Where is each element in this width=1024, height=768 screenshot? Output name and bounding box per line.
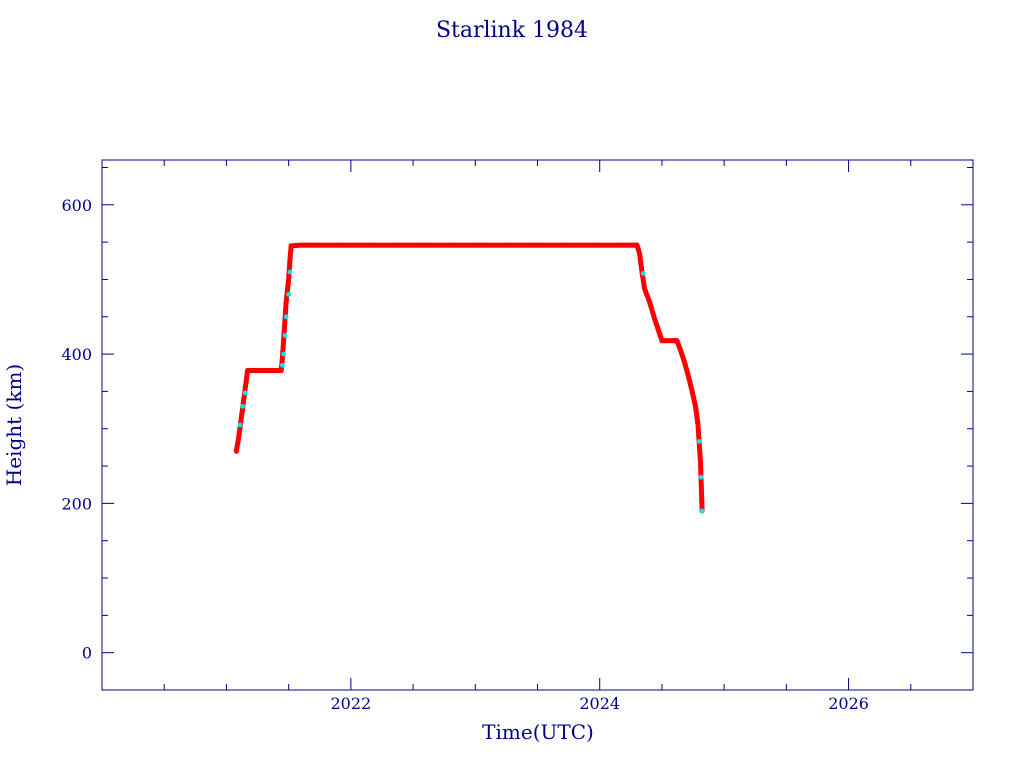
y-axis-label: Height (km) [2, 364, 26, 486]
highlight-point [699, 508, 705, 514]
x-tick-label: 2022 [330, 694, 371, 713]
highlight-point [237, 422, 243, 428]
highlight-point [698, 474, 704, 480]
highlight-point [281, 351, 287, 357]
y-tick-label: 400 [61, 345, 92, 364]
highlight-point [242, 390, 248, 396]
y-tick-label: 200 [61, 494, 92, 513]
x-tick-label: 2026 [828, 694, 869, 713]
highlight-point [640, 271, 646, 276]
highlight-point [696, 439, 702, 444]
y-tick-label: 0 [82, 644, 92, 663]
axis-ticks [102, 160, 973, 690]
highlight-point [280, 362, 285, 368]
highlight-point [283, 314, 289, 320]
x-tick-label: 2024 [579, 694, 620, 713]
highlight-point [286, 291, 292, 297]
axis-tick-labels: 2022 2024 2026 0 200 400 600 [61, 196, 868, 713]
x-axis-label: Time(UTC) [482, 720, 594, 744]
data-points [233, 242, 705, 514]
highlight-point [282, 333, 288, 338]
highlight-point [240, 403, 246, 409]
y-tick-label: 600 [61, 196, 92, 215]
plot-frame [101, 159, 974, 691]
chart-title: Starlink 1984 [436, 18, 588, 43]
highlight-point [287, 269, 293, 275]
